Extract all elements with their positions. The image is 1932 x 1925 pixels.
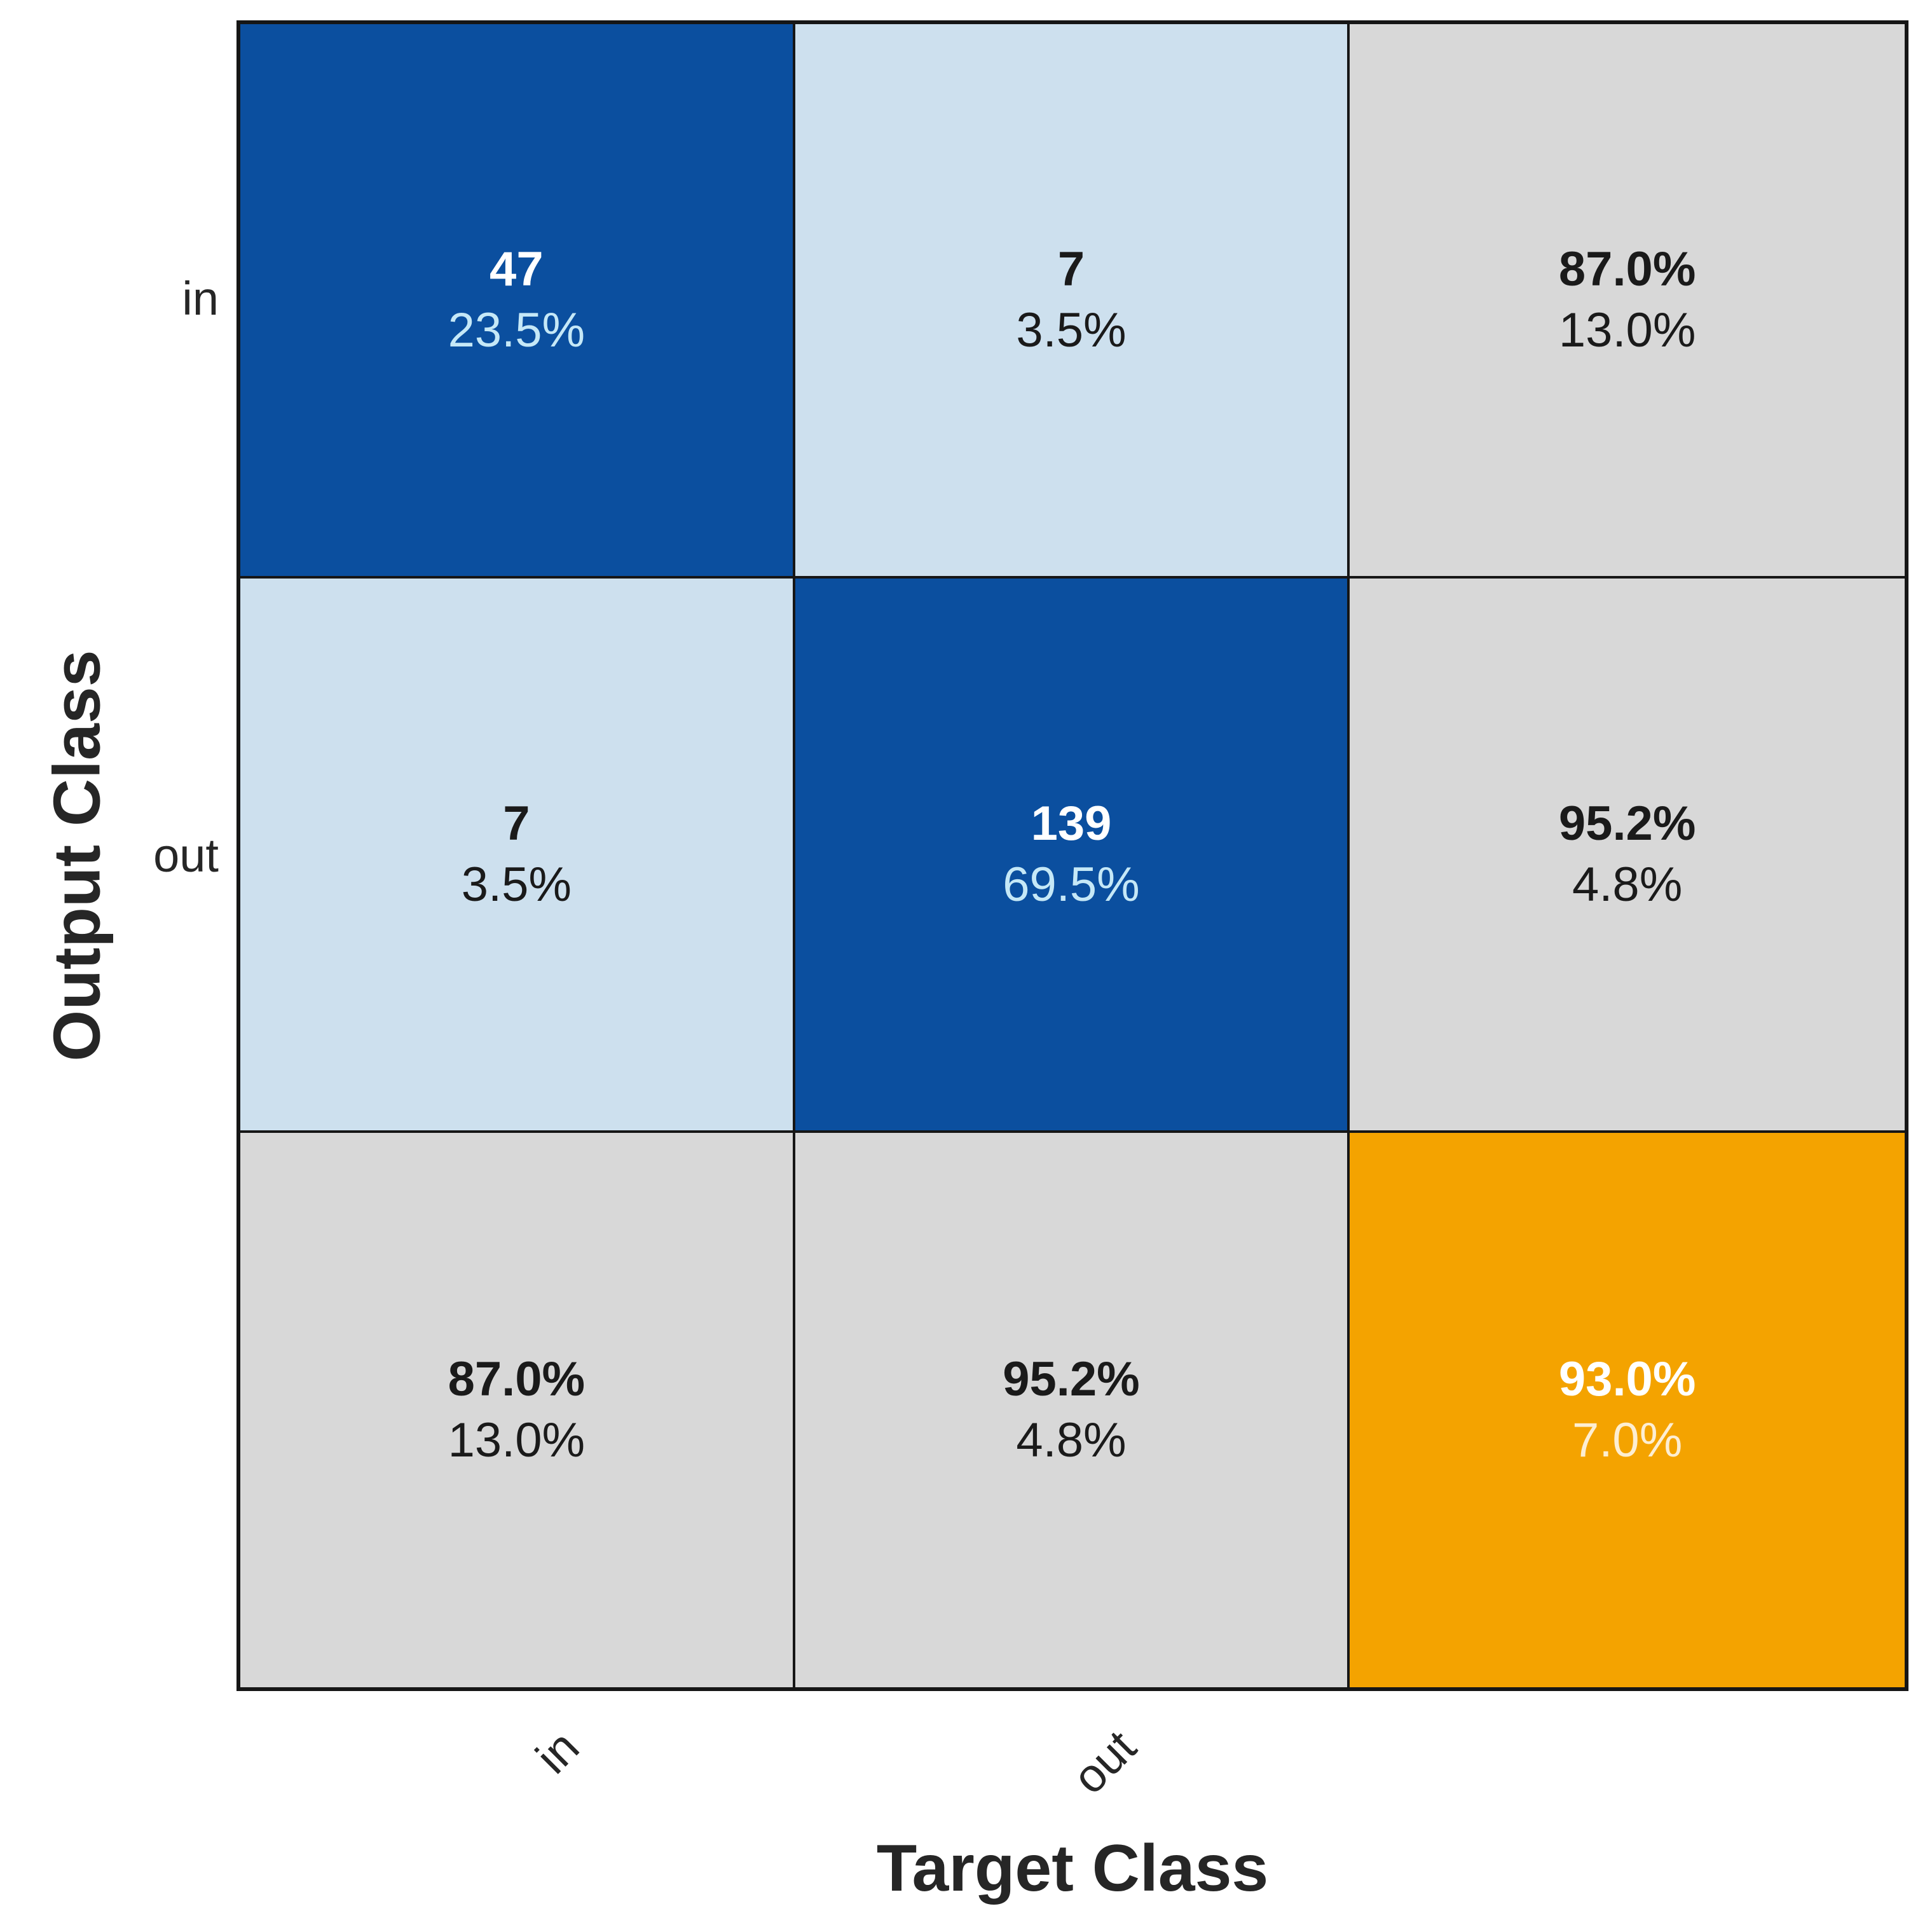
- cell-output-out-target-in: 7 3.5%: [240, 579, 795, 1133]
- cell-column-in-summary: 87.0% 13.0%: [240, 1133, 795, 1687]
- x-tick-label-out: out: [1062, 1720, 1146, 1804]
- overall-accuracy-percent: 93.0%: [1558, 1352, 1696, 1406]
- cell-column-out-summary: 95.2% 4.8%: [795, 1133, 1350, 1687]
- cell-row-in-summary: 87.0% 13.0%: [1350, 24, 1905, 579]
- cell-overall-accuracy: 93.0% 7.0%: [1350, 1133, 1905, 1687]
- overall-error-percent: 7.0%: [1572, 1413, 1683, 1467]
- cell-percent: 69.5%: [1003, 858, 1140, 912]
- cell-count: 7: [1057, 242, 1085, 296]
- x-tick-label-in: in: [526, 1720, 589, 1784]
- cell-percent: 3.5%: [461, 858, 572, 912]
- cell-percent-correct: 95.2%: [1558, 797, 1696, 851]
- cell-percent-correct: 87.0%: [1558, 242, 1696, 296]
- cell-percent-correct: 95.2%: [1003, 1352, 1140, 1406]
- confusion-matrix-grid: 47 23.5% 7 3.5% 87.0% 13.0% 7 3.5% 139 6…: [236, 20, 1908, 1691]
- cell-count: 139: [1031, 797, 1112, 851]
- cell-output-in-target-in: 47 23.5%: [240, 24, 795, 579]
- cell-output-in-target-out: 7 3.5%: [795, 24, 1350, 579]
- cell-percent-error: 4.8%: [1016, 1413, 1127, 1467]
- cell-row-out-summary: 95.2% 4.8%: [1350, 579, 1905, 1133]
- y-tick-label-out: out: [153, 829, 219, 882]
- cell-percent-error: 13.0%: [1558, 303, 1696, 357]
- cell-percent-correct: 87.0%: [448, 1352, 586, 1406]
- cell-count: 47: [490, 242, 544, 296]
- cell-percent-error: 13.0%: [448, 1413, 586, 1467]
- cell-output-out-target-out: 139 69.5%: [795, 579, 1350, 1133]
- x-axis-label: Target Class: [876, 1832, 1269, 1905]
- cell-count: 7: [503, 797, 530, 851]
- y-tick-label-in: in: [182, 272, 219, 325]
- cell-percent: 3.5%: [1016, 303, 1127, 357]
- cell-percent: 23.5%: [448, 303, 586, 357]
- cell-percent-error: 4.8%: [1572, 858, 1683, 912]
